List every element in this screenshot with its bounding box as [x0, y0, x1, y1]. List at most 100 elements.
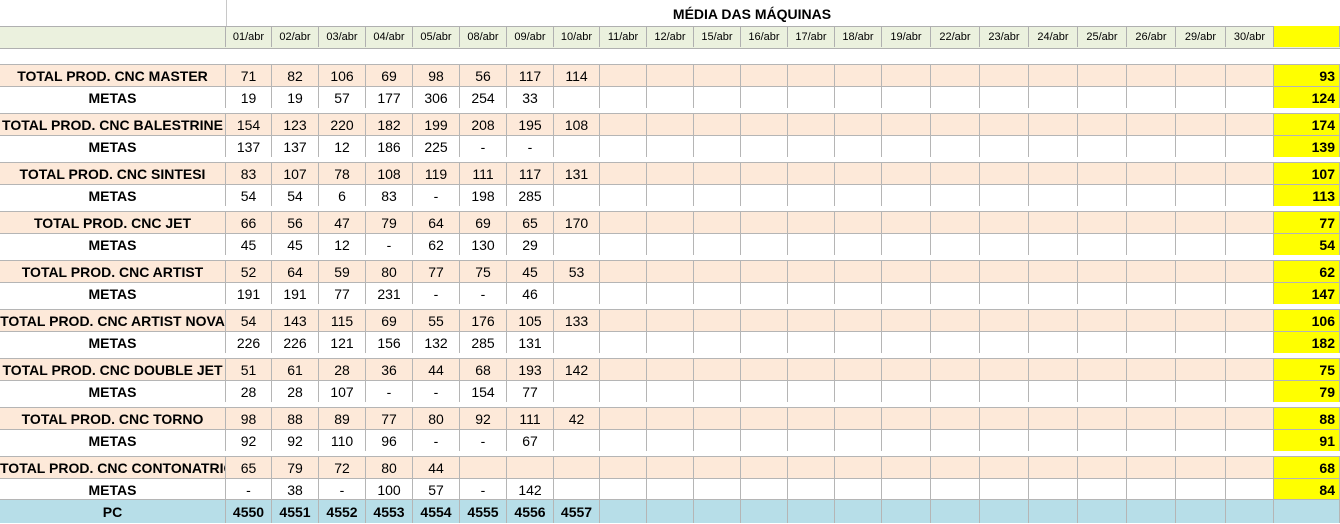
machine-metas-row-label[interactable]: METAS: [0, 136, 226, 157]
machine-total-row-cell[interactable]: 45: [507, 261, 554, 282]
machine-total-row-cell[interactable]: [1226, 65, 1274, 86]
machine-metas-row-cell[interactable]: [1226, 136, 1274, 157]
machine-metas-row-cell[interactable]: [647, 234, 694, 255]
machine-metas-row-cell[interactable]: 29: [507, 234, 554, 255]
machine-metas-row-cell[interactable]: [1078, 87, 1127, 108]
pc-cell[interactable]: 4554: [413, 500, 460, 523]
machine-metas-row-cell[interactable]: [1226, 381, 1274, 402]
machine-total-row-cell[interactable]: 107: [272, 163, 319, 184]
machine-total-row-cell[interactable]: 79: [272, 457, 319, 478]
machine-metas-row-cell[interactable]: 306: [413, 87, 460, 108]
machine-total-row-cell[interactable]: [600, 163, 647, 184]
machine-total-row-cell[interactable]: [1176, 212, 1226, 233]
machine-total-row-cell[interactable]: [1176, 163, 1226, 184]
machine-total-row-cell[interactable]: [1176, 261, 1226, 282]
date-header-cell[interactable]: 08/abr: [460, 26, 507, 47]
machine-total-row-cell[interactable]: 80: [366, 457, 413, 478]
pc-cell[interactable]: [1078, 500, 1127, 523]
machine-metas-row-cell[interactable]: [980, 136, 1029, 157]
machine-metas-row-cell[interactable]: [1078, 430, 1127, 451]
machine-total-row-cell[interactable]: 72: [319, 457, 366, 478]
machine-metas-row-cell[interactable]: [647, 283, 694, 304]
machine-metas-row-cell[interactable]: 77: [319, 283, 366, 304]
machine-metas-row-cell[interactable]: 46: [507, 283, 554, 304]
machine-metas-row-cell[interactable]: 132: [413, 332, 460, 353]
machine-total-row-avg[interactable]: 62: [1274, 261, 1340, 282]
machine-total-row-cell[interactable]: 56: [272, 212, 319, 233]
machine-total-row-cell[interactable]: 69: [366, 65, 413, 86]
machine-total-row-cell[interactable]: [835, 310, 882, 331]
machine-metas-row-cell[interactable]: 77: [507, 381, 554, 402]
machine-metas-row-cell[interactable]: [1127, 234, 1176, 255]
machine-total-row-cell[interactable]: [1078, 359, 1127, 380]
machine-total-row-cell[interactable]: [647, 457, 694, 478]
pc-cell[interactable]: [1176, 500, 1226, 523]
machine-metas-row-cell[interactable]: [647, 332, 694, 353]
machine-total-row-cell[interactable]: 36: [366, 359, 413, 380]
pc-label[interactable]: PC: [0, 500, 226, 523]
machine-total-row-label[interactable]: TOTAL PROD. CNC BALESTRINE: [0, 114, 226, 135]
machine-metas-row-cell[interactable]: 54: [272, 185, 319, 206]
machine-metas-row-cell[interactable]: [741, 185, 788, 206]
machine-total-row-cell[interactable]: [1127, 163, 1176, 184]
machine-metas-row-cell[interactable]: [788, 430, 835, 451]
machine-metas-row-cell[interactable]: [554, 283, 600, 304]
machine-total-row-cell[interactable]: [980, 212, 1029, 233]
machine-total-row-cell[interactable]: [1176, 65, 1226, 86]
machine-metas-row-cell[interactable]: [882, 283, 931, 304]
machine-metas-row-cell[interactable]: [741, 332, 788, 353]
machine-metas-row-cell[interactable]: [931, 136, 980, 157]
pc-cell[interactable]: [882, 500, 931, 523]
machine-total-row-cell[interactable]: 64: [413, 212, 460, 233]
machine-total-row-cell[interactable]: [1078, 65, 1127, 86]
pc-cell[interactable]: 4556: [507, 500, 554, 523]
machine-metas-row-cell[interactable]: [1226, 185, 1274, 206]
machine-metas-row-cell[interactable]: 191: [272, 283, 319, 304]
date-header-cell[interactable]: 24/abr: [1029, 26, 1078, 47]
machine-total-row-cell[interactable]: [694, 408, 741, 429]
machine-total-row-avg[interactable]: 106: [1274, 310, 1340, 331]
machine-metas-row-cell[interactable]: 28: [272, 381, 319, 402]
machine-total-row-cell[interactable]: [1029, 261, 1078, 282]
machine-metas-row-cell[interactable]: [554, 479, 600, 500]
machine-metas-row-cell[interactable]: [1029, 185, 1078, 206]
machine-metas-row-cell[interactable]: 254: [460, 87, 507, 108]
machine-metas-row-cell[interactable]: [1029, 136, 1078, 157]
machine-metas-row-cell[interactable]: [1078, 136, 1127, 157]
machine-metas-row-cell[interactable]: 131: [507, 332, 554, 353]
machine-metas-row-cell[interactable]: [835, 234, 882, 255]
machine-total-row-cell[interactable]: 69: [366, 310, 413, 331]
machine-metas-row-cell[interactable]: [554, 234, 600, 255]
machine-total-row-cell[interactable]: 208: [460, 114, 507, 135]
date-header-cell[interactable]: 11/abr: [600, 26, 647, 47]
machine-metas-row-cell[interactable]: [1226, 234, 1274, 255]
machine-metas-row-cell[interactable]: 121: [319, 332, 366, 353]
machine-total-row-label[interactable]: TOTAL PROD. CNC ARTIST NOVA: [0, 310, 226, 331]
machine-total-row-avg[interactable]: 88: [1274, 408, 1340, 429]
machine-total-row-cell[interactable]: [1127, 359, 1176, 380]
machine-metas-row-cell[interactable]: [882, 185, 931, 206]
machine-metas-row-cell[interactable]: [980, 283, 1029, 304]
machine-total-row-cell[interactable]: [600, 261, 647, 282]
machine-total-row-cell[interactable]: [1176, 408, 1226, 429]
machine-total-row-cell[interactable]: [1226, 212, 1274, 233]
machine-total-row-cell[interactable]: [600, 457, 647, 478]
machine-metas-row-cell[interactable]: 83: [366, 185, 413, 206]
machine-total-row-cell[interactable]: [788, 408, 835, 429]
machine-total-row-cell[interactable]: 199: [413, 114, 460, 135]
machine-total-row-cell[interactable]: [1029, 359, 1078, 380]
machine-metas-row-cell[interactable]: 100: [366, 479, 413, 500]
machine-metas-row-cell[interactable]: [554, 381, 600, 402]
machine-total-row-cell[interactable]: [694, 359, 741, 380]
machine-metas-row-cell[interactable]: [647, 381, 694, 402]
machine-metas-row-cell[interactable]: [931, 479, 980, 500]
machine-total-row-cell[interactable]: 28: [319, 359, 366, 380]
date-header-cell[interactable]: 12/abr: [647, 26, 694, 47]
machine-total-row-cell[interactable]: 143: [272, 310, 319, 331]
machine-total-row-cell[interactable]: [647, 359, 694, 380]
machine-total-row-cell[interactable]: 83: [226, 163, 272, 184]
machine-total-row-cell[interactable]: [741, 310, 788, 331]
machine-total-row-cell[interactable]: [741, 163, 788, 184]
machine-total-row-cell[interactable]: [931, 114, 980, 135]
machine-metas-row-cell[interactable]: [741, 87, 788, 108]
